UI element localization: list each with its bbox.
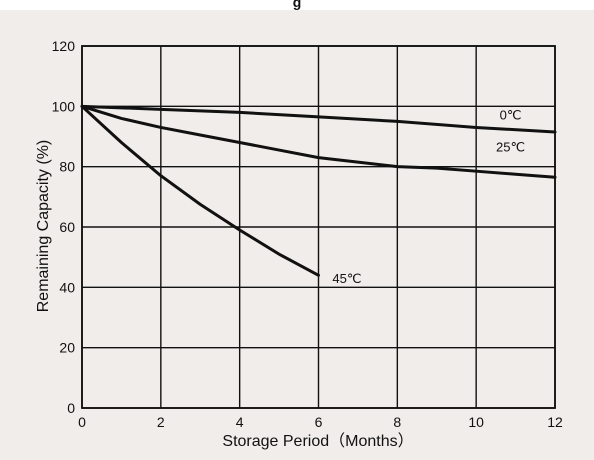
x-axis-title: Storage Period（Months） <box>222 432 413 450</box>
series-label: 25℃ <box>496 140 525 155</box>
y-tick-label: 0 <box>67 400 75 416</box>
series-line-1 <box>80 104 557 179</box>
x-tick-label: 4 <box>236 414 244 430</box>
x-tick-label: 8 <box>393 414 401 430</box>
y-tick-label: 100 <box>52 98 76 114</box>
x-tick-label: 2 <box>157 414 165 430</box>
series-label-bg <box>493 107 528 124</box>
series-line-0 <box>80 104 557 134</box>
series-line-2 <box>80 104 320 277</box>
series-lines <box>80 104 557 277</box>
series-label: 45℃ <box>332 271 361 286</box>
cut-off-title: g <box>293 0 302 10</box>
grid-lines <box>81 45 556 409</box>
top-white-strip <box>0 0 594 10</box>
y-axis-title: Remaining Capacity (%) <box>35 140 52 313</box>
x-tick-label: 6 <box>315 414 323 430</box>
series-label: 0℃ <box>500 108 522 123</box>
x-tick-label: 0 <box>78 414 86 430</box>
y-tick-label: 40 <box>59 279 75 295</box>
y-tick-label: 120 <box>52 38 76 54</box>
x-tick-label: 12 <box>547 414 563 430</box>
series-labels: 0℃ 25℃ 45℃ <box>332 107 528 286</box>
x-tick-label: 10 <box>468 414 484 430</box>
y-tick-label: 80 <box>59 159 75 175</box>
y-tick-label: 60 <box>59 219 75 235</box>
y-tick-label: 20 <box>59 340 75 356</box>
plot-frame <box>81 45 556 409</box>
